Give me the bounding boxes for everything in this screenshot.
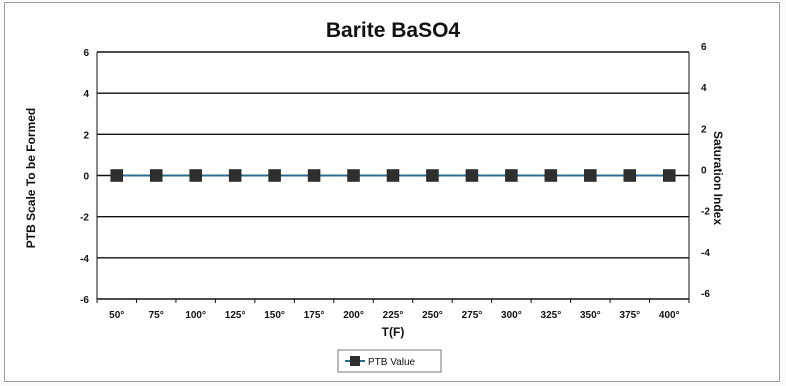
data-point: [228, 169, 242, 182]
chart-frame: [4, 2, 780, 382]
x-tick-label: 175°: [304, 310, 325, 321]
data-point: [623, 169, 637, 182]
data-point: [584, 169, 597, 182]
data-point: [149, 169, 163, 182]
y-tick-label-right: -6: [701, 289, 710, 300]
x-tick-label: 375°: [619, 310, 640, 321]
x-tick-label: 150°: [264, 310, 285, 321]
y-tick-label-right: -2: [701, 207, 710, 218]
y-axis-label: PTB Scale To be Formed: [24, 108, 38, 248]
y-tick-label-right: -4: [701, 248, 710, 259]
x-tick-label: 50°: [109, 310, 124, 321]
data-point: [386, 169, 400, 182]
y-tick-label-left: -2: [80, 213, 89, 224]
y-tick-label-left: 2: [83, 130, 89, 141]
data-point: [268, 169, 281, 182]
chart-title: Barite BaSO4: [326, 19, 461, 42]
x-tick-label: 400°: [659, 310, 680, 321]
x-tick-label: 75°: [149, 310, 164, 321]
x-tick-label: 100°: [185, 310, 206, 321]
x-tick-label: 300°: [501, 310, 522, 321]
x-tick-label: 325°: [541, 310, 562, 321]
y-tick-label-left: 0: [83, 172, 89, 183]
data-point: [307, 169, 321, 182]
x-tick-label: 275°: [462, 310, 483, 321]
grid-layer: [96, 51, 690, 303]
data-point: [110, 169, 123, 182]
x-tick-label: 200°: [343, 310, 364, 321]
legend-box: [337, 349, 442, 373]
legend: PTB Value: [337, 349, 442, 373]
y-axis-left-ticks: 6 4 2 0 -2 -4 -6: [80, 48, 89, 306]
legend-label: PTB Value: [368, 357, 415, 368]
legend-marker-swatch: [350, 356, 360, 366]
x-tick-label: 125°: [225, 310, 246, 321]
data-point: [426, 169, 439, 182]
series-layer: [110, 169, 676, 182]
data-point: [465, 169, 479, 182]
x-tick-label: 250°: [422, 310, 443, 321]
data-point: [505, 169, 518, 182]
y-axis-right-label: Saturation Index: [711, 131, 725, 225]
y-tick-label-right: 4: [701, 83, 707, 94]
x-tick-label: 225°: [383, 310, 404, 321]
y-tick-label-left: -6: [80, 295, 89, 306]
x-tick-label: 350°: [580, 310, 601, 321]
y-tick-label-left: 4: [83, 89, 89, 100]
x-axis-ticks: 50° 75° 100° 125° 150° 175° 200° 225° 250° 275° 30…: [109, 310, 679, 321]
x-axis-label: T(F): [382, 325, 405, 339]
data-point: [663, 169, 676, 182]
y-tick-label-right: 0: [701, 166, 707, 177]
y-tick-label-right: 2: [701, 124, 707, 135]
data-point: [347, 169, 360, 182]
data-point: [189, 169, 202, 182]
y-tick-label-right: 6: [701, 42, 707, 53]
y-tick-label-left: 6: [83, 48, 89, 59]
y-tick-label-left: -4: [80, 254, 89, 265]
y-axis-right-ticks: 6 4 2 0 -2 -4 -6: [701, 42, 710, 300]
data-point: [544, 169, 558, 182]
